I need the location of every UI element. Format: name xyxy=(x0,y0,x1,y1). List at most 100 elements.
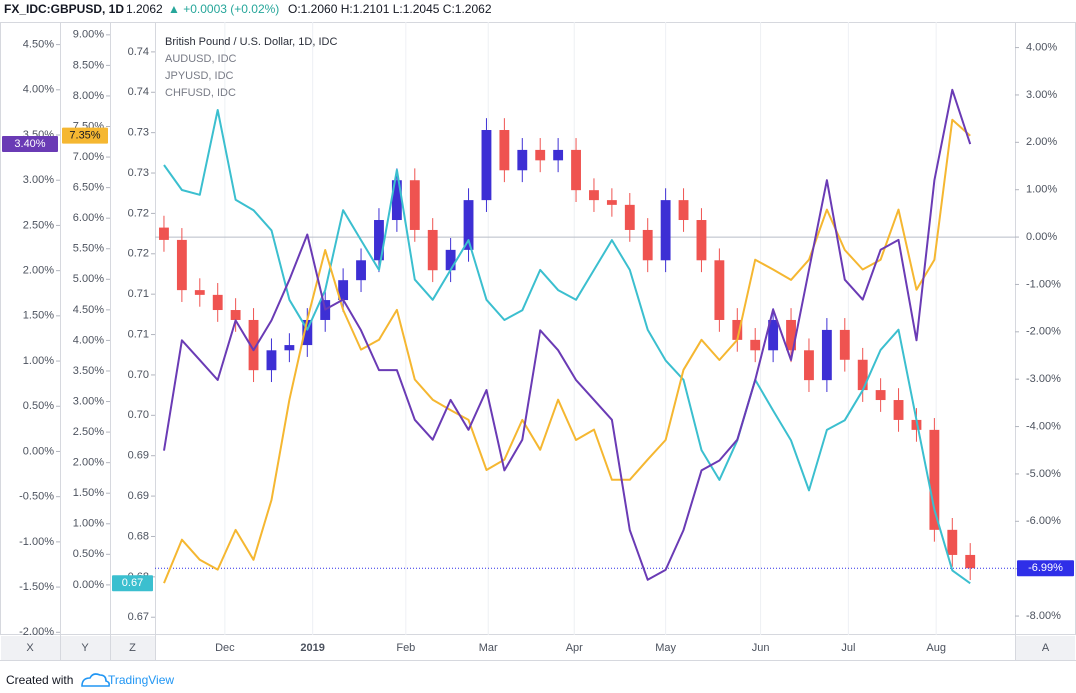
y-tick-label: -0.50% xyxy=(19,491,54,503)
candle-body xyxy=(606,200,617,205)
x-tick-label: Dec xyxy=(215,642,235,654)
x-tick-label: Jun xyxy=(752,642,770,654)
y-tick-label: 7.00% xyxy=(73,151,104,163)
candle-body xyxy=(893,400,904,420)
candle-body xyxy=(947,529,958,555)
y-tick-label: 5.50% xyxy=(73,243,104,255)
y-tick-label: 0.70 xyxy=(128,369,149,381)
y-tick-label: 0.72 xyxy=(128,207,149,219)
y-tick-label: 2.00% xyxy=(1026,136,1057,148)
change: ▲ +0.0003 (+0.02%) xyxy=(168,2,279,16)
candle-body xyxy=(194,290,205,295)
candle-body xyxy=(374,220,384,261)
x-tick-label: Jul xyxy=(841,642,855,654)
candle-body xyxy=(535,149,546,161)
candle-body xyxy=(571,149,581,191)
symbol: FX_IDC:GBPUSD, 1D xyxy=(4,2,124,16)
legend-entry: JPYUSD, IDC xyxy=(165,70,234,82)
candle-body xyxy=(159,227,169,240)
candle-body xyxy=(750,339,761,351)
corner xyxy=(1,636,60,660)
price: 1.2062 xyxy=(126,2,163,16)
y-tick-label: -8.00% xyxy=(1026,610,1061,622)
last-value-label: 7.35% xyxy=(69,130,100,142)
candle-body xyxy=(786,319,796,351)
candle-body xyxy=(176,239,187,291)
candle-body xyxy=(463,200,474,250)
candle-body xyxy=(821,329,832,381)
y-tick-label: -3.00% xyxy=(1026,373,1061,385)
x-tick-label: Apr xyxy=(566,642,583,654)
y-tick-label: 4.00% xyxy=(1026,41,1057,53)
y-tick-label: 0.67 xyxy=(128,611,149,623)
candle-body xyxy=(589,190,599,201)
y-tick-label: 3.00% xyxy=(23,174,54,186)
y-tick-label: 0.73 xyxy=(128,127,149,139)
y-tick-label: -1.50% xyxy=(19,581,54,593)
y-tick-label: 6.00% xyxy=(73,212,104,224)
y-tick-label: 0.68 xyxy=(128,530,149,542)
y-tick-label: 4.00% xyxy=(73,334,104,346)
legend-entry: CHFUSD, IDC xyxy=(165,87,236,99)
x-tick-label: Aug xyxy=(926,642,946,654)
y-tick-label: 0.72 xyxy=(128,248,149,260)
y-tick-label: 3.50% xyxy=(73,365,104,377)
x-tick-label: Feb xyxy=(396,642,415,654)
corner xyxy=(111,636,155,660)
y-tick-label: 7.50% xyxy=(73,120,104,132)
candle-body xyxy=(230,310,241,320)
candle-body xyxy=(839,329,850,360)
candle-body xyxy=(356,260,366,281)
y-tick-label: 2.50% xyxy=(73,426,104,438)
footer-brand: TradingView xyxy=(108,673,174,687)
candle-body xyxy=(481,130,492,201)
marks xyxy=(155,88,1015,585)
last-value-label: 0.67 xyxy=(122,577,143,589)
candle-body xyxy=(284,345,295,351)
y-tick-label: 1.00% xyxy=(1026,184,1057,196)
y-tick-label: -1.00% xyxy=(1026,278,1061,290)
candle-body xyxy=(553,149,564,161)
y-tick-label: 3.00% xyxy=(1026,89,1057,101)
y-tick-label: -2.00% xyxy=(19,626,54,638)
candle-body xyxy=(624,204,635,230)
axis-name: Z xyxy=(129,642,136,654)
candle-body xyxy=(499,130,510,171)
candle-body xyxy=(409,180,420,230)
y-tick-label: 0.70 xyxy=(128,409,149,421)
y-tick-label: 5.00% xyxy=(73,273,104,285)
candle-body xyxy=(302,319,313,346)
candle-body xyxy=(642,229,653,261)
last-value-label: 3.40% xyxy=(14,138,45,150)
y-tick-label: 1.50% xyxy=(73,487,104,499)
y-tick-label: 0.00% xyxy=(1026,231,1057,243)
candle-body xyxy=(696,220,707,261)
y-tick-label: 2.00% xyxy=(23,265,54,277)
candle-body xyxy=(445,249,456,271)
candle-body xyxy=(732,319,743,340)
y-tick-label: 0.69 xyxy=(128,490,149,502)
ohlc: O:1.2060 H:1.2101 L:1.2045 C:1.2062 xyxy=(288,2,492,16)
candle-body xyxy=(660,200,671,261)
candle-body xyxy=(338,280,349,301)
corner xyxy=(61,636,110,660)
candle-body xyxy=(678,200,689,221)
y-tick-label: 9.00% xyxy=(73,29,104,41)
y-tick-label: 0.71 xyxy=(128,288,149,300)
last-value-box xyxy=(2,136,58,153)
candle-body xyxy=(875,390,886,401)
y-tick-label: 0.00% xyxy=(73,579,104,591)
axis-name: X xyxy=(26,642,34,654)
y-tick-label: 6.50% xyxy=(73,182,104,194)
last-value-box xyxy=(62,127,108,144)
candle-body xyxy=(266,350,277,371)
y-tick-label: 0.50% xyxy=(73,548,104,560)
y-tick-label: -2.00% xyxy=(1026,326,1061,338)
legend-entry: AUDUSD, IDC xyxy=(165,53,237,65)
candle-body xyxy=(804,350,814,381)
grid xyxy=(155,22,1015,635)
y-tick-label: 4.00% xyxy=(23,84,54,96)
series-line xyxy=(163,88,972,581)
y-tick-label: 0.74 xyxy=(128,86,149,98)
